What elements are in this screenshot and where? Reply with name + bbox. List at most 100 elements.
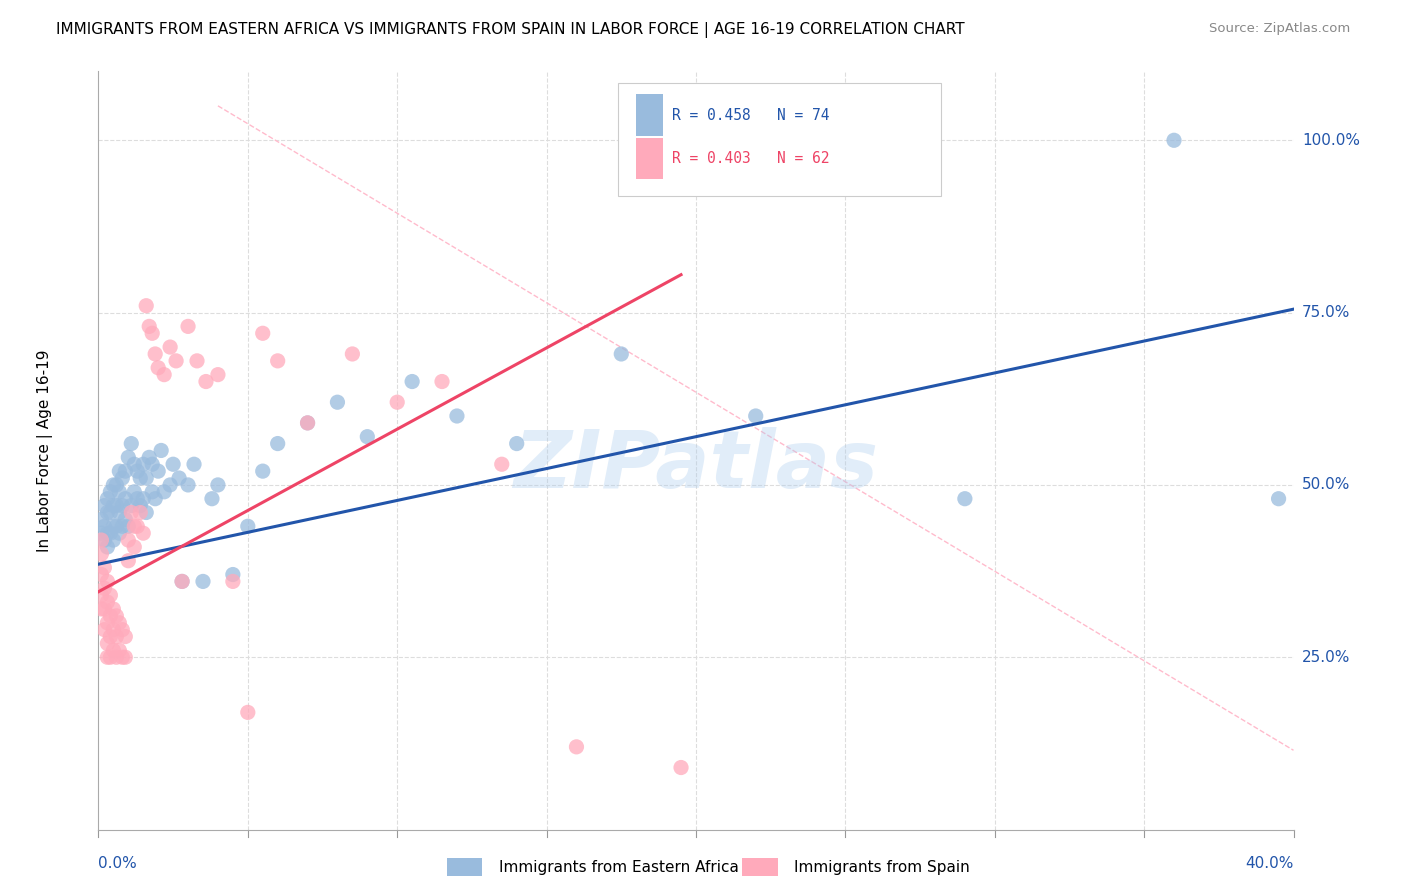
Point <box>96 574 118 589</box>
Point <box>342 347 364 361</box>
Point <box>252 464 274 478</box>
Point <box>401 375 423 389</box>
Point <box>207 368 229 382</box>
Point <box>93 582 115 596</box>
Point <box>111 650 134 665</box>
Point <box>236 519 259 533</box>
Point <box>148 360 170 375</box>
Point <box>96 491 118 506</box>
Point <box>98 588 122 602</box>
Point <box>98 608 122 623</box>
Point <box>135 299 157 313</box>
Point <box>153 484 176 499</box>
Point <box>127 491 149 506</box>
Point <box>124 484 146 499</box>
Point <box>132 491 155 506</box>
Point <box>565 739 588 754</box>
Point <box>103 643 125 657</box>
Point <box>610 347 633 361</box>
FancyBboxPatch shape <box>637 137 662 179</box>
Point <box>114 512 136 526</box>
Point <box>446 409 468 423</box>
Point <box>108 484 131 499</box>
Point <box>267 354 290 368</box>
Point <box>124 519 146 533</box>
Point <box>201 491 224 506</box>
Point <box>745 409 768 423</box>
Point <box>297 416 319 430</box>
Point <box>114 630 136 644</box>
Point <box>953 491 976 506</box>
Point <box>90 588 112 602</box>
Point <box>177 319 200 334</box>
Point <box>90 533 112 547</box>
Point <box>297 416 319 430</box>
Point <box>96 526 118 541</box>
Point <box>191 574 214 589</box>
Point <box>159 478 181 492</box>
FancyBboxPatch shape <box>637 95 662 136</box>
Text: 0.0%: 0.0% <box>98 856 138 871</box>
Point <box>183 457 205 471</box>
Point <box>93 533 115 547</box>
Point <box>105 630 128 644</box>
Point <box>143 491 166 506</box>
Point <box>98 526 122 541</box>
Point <box>356 430 378 444</box>
Point <box>267 436 290 450</box>
Point <box>669 760 692 774</box>
Point <box>108 464 131 478</box>
Point <box>159 340 181 354</box>
Text: 100.0%: 100.0% <box>1302 133 1360 148</box>
Point <box>98 506 122 520</box>
Point <box>96 540 118 554</box>
Point <box>129 506 152 520</box>
Point <box>124 540 146 554</box>
Point <box>222 574 245 589</box>
Text: 25.0%: 25.0% <box>1302 649 1350 665</box>
Point <box>96 650 118 665</box>
Point <box>129 471 152 485</box>
Text: In Labor Force | Age 16-19: In Labor Force | Age 16-19 <box>37 349 52 552</box>
Point <box>132 526 155 541</box>
Point <box>111 519 134 533</box>
Text: R = 0.458   N = 74: R = 0.458 N = 74 <box>672 108 830 123</box>
Point <box>98 650 122 665</box>
Point <box>120 436 142 450</box>
Point <box>491 457 513 471</box>
Point <box>162 457 184 471</box>
Point <box>138 450 160 465</box>
Point <box>93 499 115 513</box>
Text: 75.0%: 75.0% <box>1302 305 1350 320</box>
Point <box>172 574 194 589</box>
Point <box>165 354 187 368</box>
Point <box>120 499 142 513</box>
Point <box>103 623 125 637</box>
Point <box>129 499 152 513</box>
FancyBboxPatch shape <box>619 83 941 196</box>
Point <box>135 506 157 520</box>
Point <box>96 595 118 609</box>
Point <box>103 478 125 492</box>
Text: 50.0%: 50.0% <box>1302 477 1350 492</box>
Point <box>114 650 136 665</box>
Point <box>114 464 136 478</box>
Text: Immigrants from Eastern Africa: Immigrants from Eastern Africa <box>499 860 740 874</box>
Point <box>127 464 149 478</box>
Point <box>96 506 118 520</box>
Point <box>117 533 139 547</box>
Point <box>93 602 115 616</box>
Point <box>103 499 125 513</box>
Point <box>111 499 134 513</box>
Point <box>430 375 453 389</box>
Point <box>108 615 131 630</box>
Text: Source: ZipAtlas.com: Source: ZipAtlas.com <box>1209 22 1350 36</box>
Point <box>132 457 155 471</box>
Point <box>93 519 115 533</box>
Point <box>96 615 118 630</box>
Point <box>90 567 112 582</box>
Point <box>138 319 160 334</box>
Point <box>506 436 529 450</box>
Point <box>141 326 163 341</box>
Text: IMMIGRANTS FROM EASTERN AFRICA VS IMMIGRANTS FROM SPAIN IN LABOR FORCE | AGE 16-: IMMIGRANTS FROM EASTERN AFRICA VS IMMIGR… <box>56 22 965 38</box>
